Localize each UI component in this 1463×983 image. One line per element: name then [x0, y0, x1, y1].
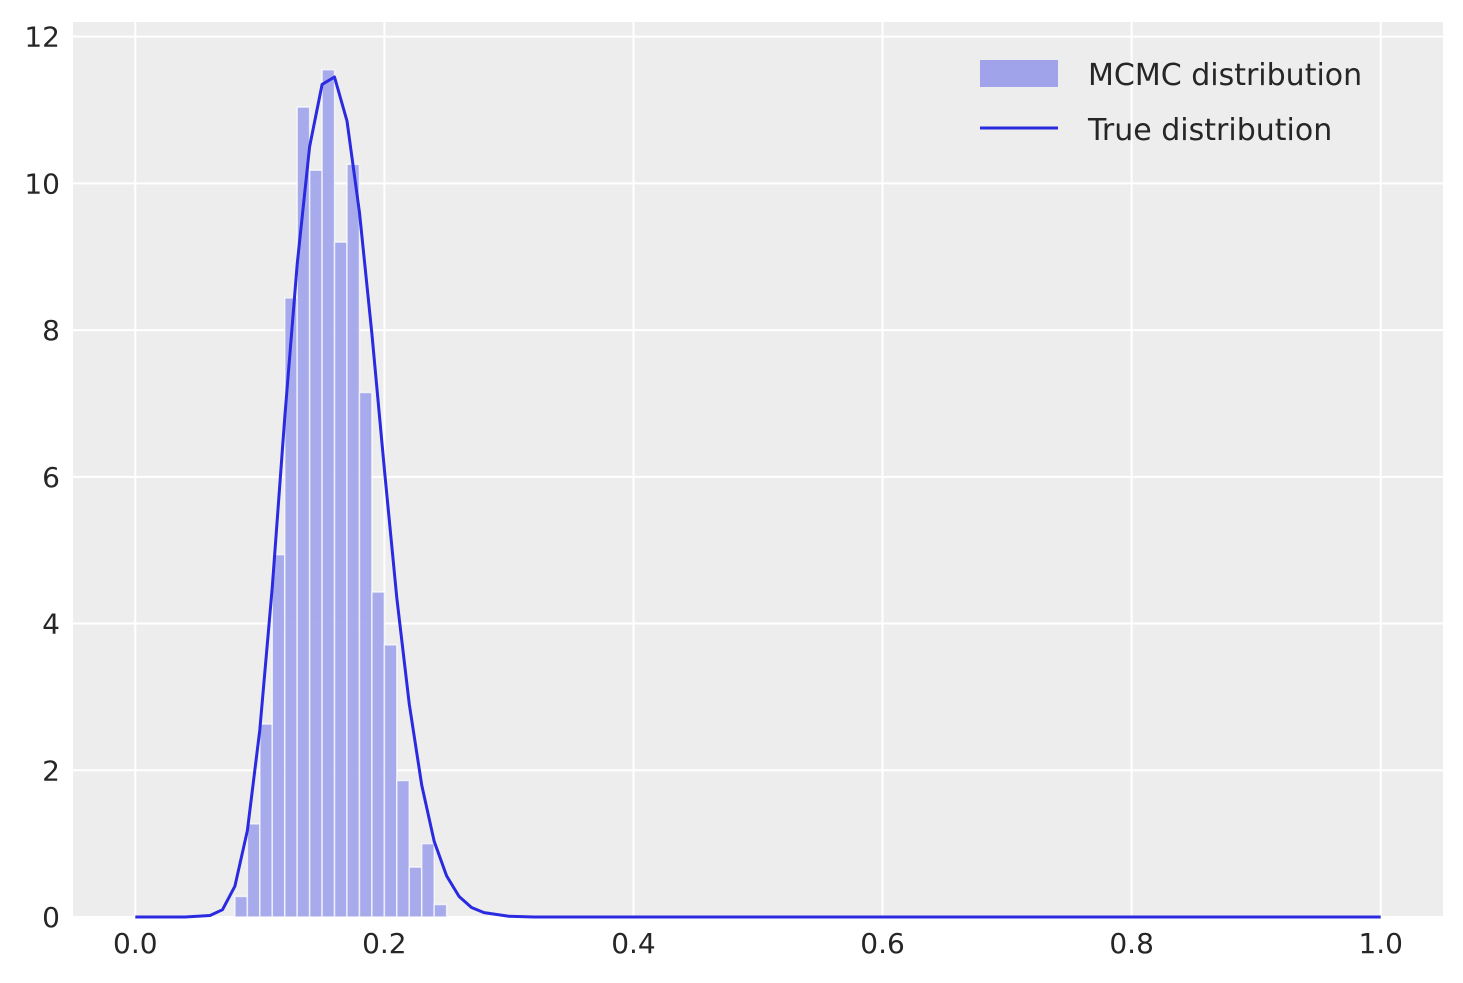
y-axis-ticks: 0 2 4 6 8 10 12: [24, 21, 60, 934]
histogram-bar: [396, 779, 411, 918]
histogram-bar: [271, 553, 286, 918]
histogram-bar: [383, 644, 398, 918]
y-tick-label: 2: [42, 754, 60, 787]
density-curve: [135, 75, 1381, 919]
x-tick-label: 0.4: [611, 927, 656, 960]
histogram-bars: [234, 68, 448, 918]
histogram-bar: [308, 169, 323, 918]
legend: MCMC distribution True distribution: [980, 58, 1362, 148]
histogram-bar: [433, 903, 448, 918]
legend-label-mcmc: MCMC distribution: [1088, 58, 1362, 93]
histogram-bar: [408, 866, 423, 918]
x-tick-label: 1.0: [1358, 927, 1403, 960]
legend-label-true: True distribution: [1087, 113, 1332, 148]
x-tick-label: 0.0: [113, 927, 158, 960]
y-tick-label: 8: [42, 314, 60, 347]
legend-swatch-mcmc: [980, 60, 1058, 87]
true-distribution-line: [135, 75, 1381, 919]
histogram-bar: [346, 163, 361, 918]
x-tick-label: 0.8: [1109, 927, 1154, 960]
histogram-bar: [259, 723, 274, 918]
y-tick-label: 6: [42, 461, 60, 494]
x-tick-label: 0.6: [860, 927, 905, 960]
histogram-bar: [246, 823, 261, 918]
y-tick-label: 12: [24, 21, 60, 54]
y-tick-label: 4: [42, 608, 60, 641]
histogram-bar: [296, 106, 311, 918]
histogram-bar: [333, 241, 348, 918]
y-tick-label: 0: [42, 901, 60, 934]
y-tick-label: 10: [24, 167, 60, 200]
histogram-bar: [321, 68, 336, 918]
x-axis-ticks: 0.0 0.2 0.4 0.6 0.8 1.0: [113, 927, 1403, 960]
histogram-bar: [371, 591, 386, 918]
x-tick-label: 0.2: [362, 927, 407, 960]
histogram-bar: [358, 391, 373, 918]
histogram-bar: [234, 895, 249, 918]
histogram-bar: [420, 842, 435, 918]
